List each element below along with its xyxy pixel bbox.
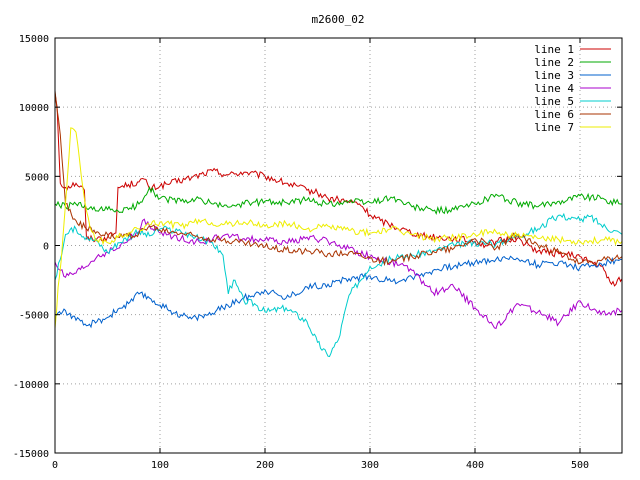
x-tick-label: 300 [361, 460, 379, 471]
series-line-7 [54, 127, 623, 329]
series-layer [54, 90, 623, 358]
legend-label: line 7 [534, 121, 574, 134]
y-tick-label: 15000 [19, 34, 49, 45]
series-line-5 [54, 212, 623, 358]
x-tick-label: 100 [151, 460, 169, 471]
x-tick-label: 500 [571, 460, 589, 471]
y-tick-label: 10000 [19, 103, 49, 114]
legend-label: line 6 [534, 108, 574, 121]
y-tick-label: 0 [43, 242, 49, 253]
x-tick-label: 200 [256, 460, 274, 471]
y-tick-label: -5000 [19, 311, 49, 322]
series-line-6 [54, 90, 623, 267]
legend-label: line 1 [534, 43, 574, 56]
series-line-2 [54, 185, 622, 216]
x-tick-label: 400 [466, 460, 484, 471]
legend-label: line 5 [534, 95, 574, 108]
chart-title: m2600_02 [312, 13, 365, 26]
y-tick-label: -15000 [13, 449, 49, 460]
series-line-4 [54, 218, 623, 330]
y-tick-label: -10000 [13, 380, 49, 391]
series-line-3 [54, 255, 623, 329]
legend-label: line 3 [534, 69, 574, 82]
legend-label: line 2 [534, 56, 574, 69]
y-tick-label: 5000 [25, 172, 49, 183]
ticks: 0 100 200 300 400 500 -15000 -10000 -5000 0 5000 10… [13, 34, 622, 471]
grid [55, 38, 622, 453]
legend-label: line 4 [534, 82, 574, 95]
x-tick-label: 0 [52, 460, 58, 471]
